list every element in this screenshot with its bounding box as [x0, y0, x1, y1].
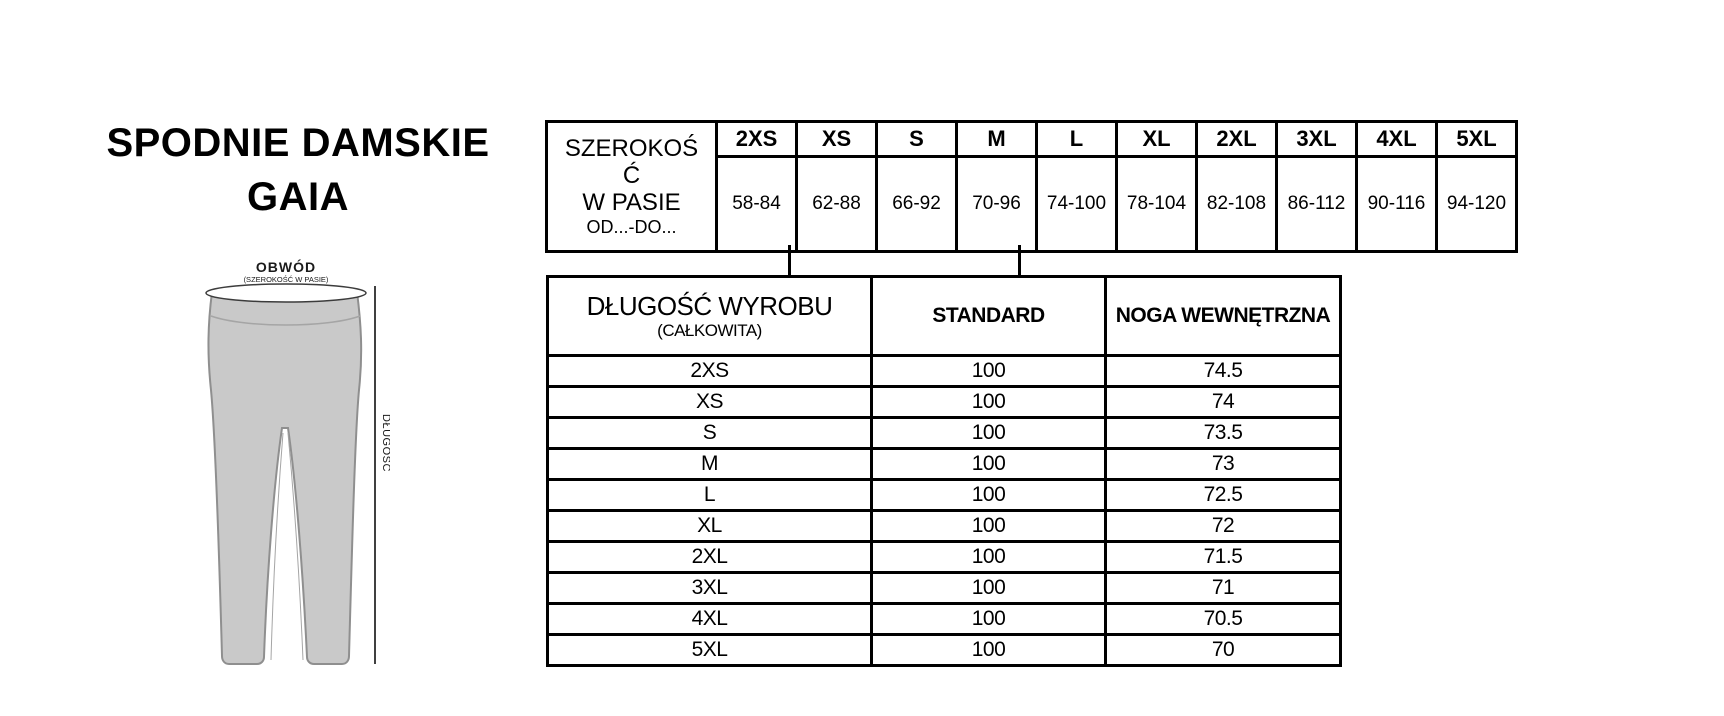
length-table-row: 5XL 100 70	[546, 633, 1342, 667]
size-cell: 2XS	[546, 354, 873, 388]
waist-label-range-hint: OD...-DO...	[586, 217, 677, 237]
size-cell: 4XL	[546, 602, 873, 636]
pants-diagram: OBWÓD (SZEROKOŚĆ W PASIE) DŁUGOŚĆ	[175, 248, 393, 672]
length-table-row: 2XL 100 71.5	[546, 540, 1342, 574]
right-inner-seam	[287, 432, 304, 661]
length-table-row: L 100 72.5	[546, 478, 1342, 512]
standard-cell: 100	[870, 633, 1107, 667]
waist-range-cell: 66-92	[875, 155, 958, 253]
length-table-row: S 100 73.5	[546, 416, 1342, 450]
waist-size-header: S	[875, 120, 958, 158]
standard-cell: 100	[870, 354, 1107, 388]
waist-size-header: M	[955, 120, 1038, 158]
waist-ellipse	[205, 283, 367, 303]
pants-illustration: OBWÓD (SZEROKOŚĆ W PASIE) DŁUGOŚĆ	[205, 258, 393, 665]
size-cell: XS	[546, 385, 873, 419]
waistband-seam	[210, 315, 361, 326]
inner-leg-cell: 72	[1104, 509, 1342, 543]
waist-label-line-2: Ć	[622, 162, 641, 189]
inner-leg-cell: 70.5	[1104, 602, 1342, 636]
size-cell: 2XL	[546, 540, 873, 574]
waist-range-cell: 90-116	[1355, 155, 1438, 253]
product-length-table: DŁUGOŚĆ WYROBU (CAŁKOWITA) STANDARD NOGA…	[546, 275, 1342, 667]
length-table-col3-header: NOGA WEWNĘTRZNA	[1104, 275, 1342, 357]
waist-size-header: 5XL	[1435, 120, 1518, 158]
standard-cell: 100	[870, 447, 1107, 481]
inner-leg-cell: 72.5	[1104, 478, 1342, 512]
waist-table-label-cell: SZEROKOŚ Ć W PASIE OD...-DO...	[545, 120, 718, 253]
pants-shape	[207, 291, 363, 665]
page-title: SPODNIE DAMSKIE GAIA	[78, 116, 518, 224]
waist-size-header: 4XL	[1355, 120, 1438, 158]
standard-cell: 100	[870, 540, 1107, 574]
size-cell: L	[546, 478, 873, 512]
waist-size-header: L	[1035, 120, 1118, 158]
size-cell: XL	[546, 509, 873, 543]
standard-cell: 100	[870, 571, 1107, 605]
inner-leg-cell: 71.5	[1104, 540, 1342, 574]
inner-leg-cell: 73	[1104, 447, 1342, 481]
length-table-row: 4XL 100 70.5	[546, 602, 1342, 636]
waist-size-header: 3XL	[1275, 120, 1358, 158]
waist-size-header: XL	[1115, 120, 1198, 158]
left-inner-seam	[270, 432, 284, 661]
inner-leg-cell: 73.5	[1104, 416, 1342, 450]
inner-leg-cell: 74	[1104, 385, 1342, 419]
length-col1-subtitle: (CAŁKOWITA)	[657, 321, 762, 340]
waist-size-header: XS	[795, 120, 878, 158]
inner-leg-cell: 71	[1104, 571, 1342, 605]
waist-label-line-1: SZEROKOŚ	[564, 135, 699, 162]
waist-range-cell: 82-108	[1195, 155, 1278, 253]
waist-width-table: SZEROKOŚ Ć W PASIE OD...-DO... 2XS XS S M L X…	[545, 120, 1518, 253]
length-table-col2-header: STANDARD	[870, 275, 1107, 357]
standard-cell: 100	[870, 602, 1107, 636]
length-table-row: 3XL 100 71	[546, 571, 1342, 605]
waist-range-cell: 62-88	[795, 155, 878, 253]
length-label: DŁUGOŚĆ	[380, 414, 390, 472]
table-connector-right	[1018, 245, 1021, 278]
size-cell: M	[546, 447, 873, 481]
size-cell: 3XL	[546, 571, 873, 605]
length-table-header-row: DŁUGOŚĆ WYROBU (CAŁKOWITA) STANDARD NOGA…	[546, 275, 1342, 357]
waist-size-header: 2XL	[1195, 120, 1278, 158]
size-cell: 5XL	[546, 633, 873, 667]
size-cell: S	[546, 416, 873, 450]
length-table-col1-header: DŁUGOŚĆ WYROBU (CAŁKOWITA)	[546, 275, 873, 357]
length-col1-title: DŁUGOŚĆ WYROBU	[586, 291, 833, 321]
length-table-row: M 100 73	[546, 447, 1342, 481]
waist-table-header-row: SZEROKOŚ Ć W PASIE OD...-DO... 2XS XS S M L X…	[545, 120, 1518, 253]
inner-leg-cell: 70	[1104, 633, 1342, 667]
standard-cell: 100	[870, 509, 1107, 543]
page-title-line-2: GAIA	[247, 175, 349, 219]
waist-range-cell: 94-120	[1435, 155, 1518, 253]
standard-cell: 100	[870, 478, 1107, 512]
waist-size-header: 2XS	[715, 120, 798, 158]
length-table-row: 2XS 100 74.5	[546, 354, 1342, 388]
page-title-line-1: SPODNIE DAMSKIE	[106, 121, 490, 165]
waist-label-line-3: W PASIE	[582, 189, 681, 216]
waist-sublabel: (SZEROKOŚĆ W PASIE)	[244, 275, 329, 284]
waist-range-cell: 86-112	[1275, 155, 1358, 253]
waist-table-range-row: 58-84 62-88 66-92 70-96 74-100 78-104 82-108 86…	[547, 155, 1518, 253]
table-connector-left	[788, 245, 791, 278]
standard-cell: 100	[870, 416, 1107, 450]
standard-cell: 100	[870, 385, 1107, 419]
waist-range-cell: 78-104	[1115, 155, 1198, 253]
waist-label: OBWÓD	[256, 258, 316, 275]
waist-range-cell: 70-96	[955, 155, 1038, 253]
waist-range-cell: 74-100	[1035, 155, 1118, 253]
length-table-row: XL 100 72	[546, 509, 1342, 543]
length-table-row: XS 100 74	[546, 385, 1342, 419]
waist-range-cell: 58-84	[715, 155, 798, 253]
inner-leg-cell: 74.5	[1104, 354, 1342, 388]
